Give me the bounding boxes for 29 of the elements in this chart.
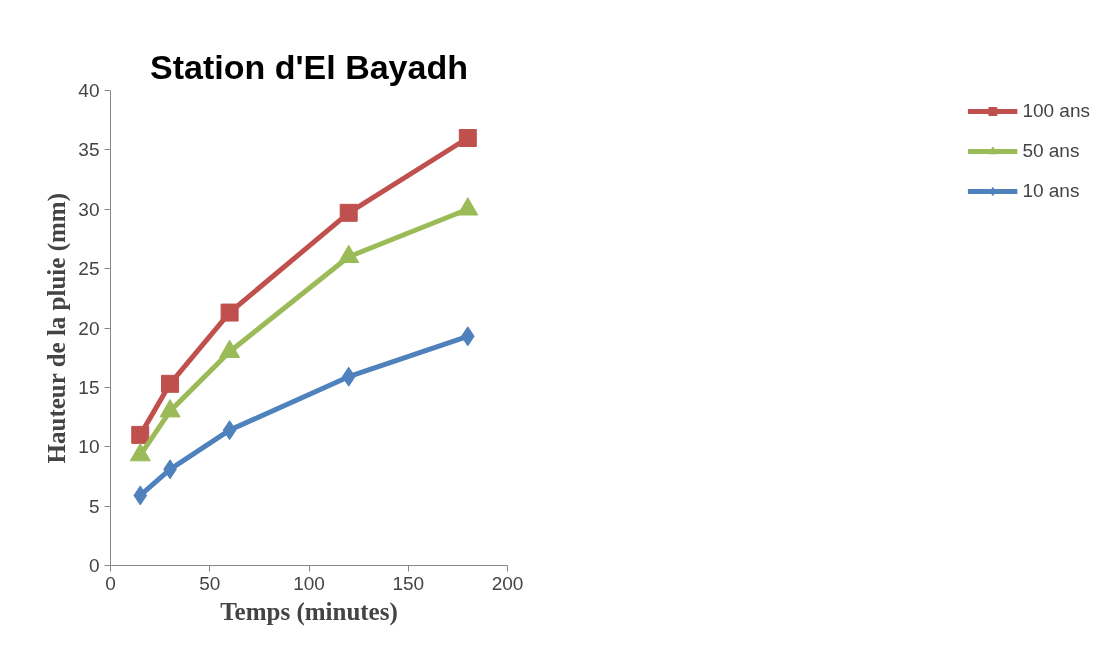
point bbox=[458, 129, 477, 147]
point bbox=[339, 203, 358, 222]
x-axis-title: Temps (minutes) bbox=[220, 597, 398, 626]
y-tick-label: 40 bbox=[78, 80, 100, 101]
y-tick-label: 10 bbox=[78, 436, 100, 458]
legend-label: 100 ans bbox=[1022, 100, 1090, 122]
point bbox=[133, 485, 148, 506]
y-tick-label: 25 bbox=[78, 258, 100, 280]
point bbox=[341, 366, 356, 387]
y-tick-label: 30 bbox=[78, 198, 100, 220]
x-tick-label: 50 bbox=[199, 572, 221, 594]
point bbox=[222, 420, 237, 441]
point bbox=[460, 326, 475, 347]
y-tick-label: 0 bbox=[88, 555, 100, 576]
point bbox=[220, 303, 239, 322]
legend-label: 10 ans bbox=[1022, 180, 1080, 202]
point bbox=[131, 425, 150, 444]
y-tick-label: 5 bbox=[88, 495, 100, 517]
x-tick-label: 100 bbox=[293, 572, 325, 594]
y-tick-label: 35 bbox=[78, 139, 100, 161]
point bbox=[161, 374, 180, 393]
legend-label: 50 ans bbox=[1022, 140, 1080, 162]
y-axis-title: Hauteur de la pluie (mm) bbox=[43, 193, 72, 464]
x-tick-label: 150 bbox=[392, 572, 425, 594]
x-tick-label: 200 bbox=[491, 572, 524, 594]
x-tick-label: 0 bbox=[105, 572, 116, 594]
y-tick-label: 15 bbox=[78, 376, 100, 398]
y-tick-label: 20 bbox=[78, 317, 100, 339]
chart-title: Station d'El Bayadh bbox=[150, 47, 468, 86]
